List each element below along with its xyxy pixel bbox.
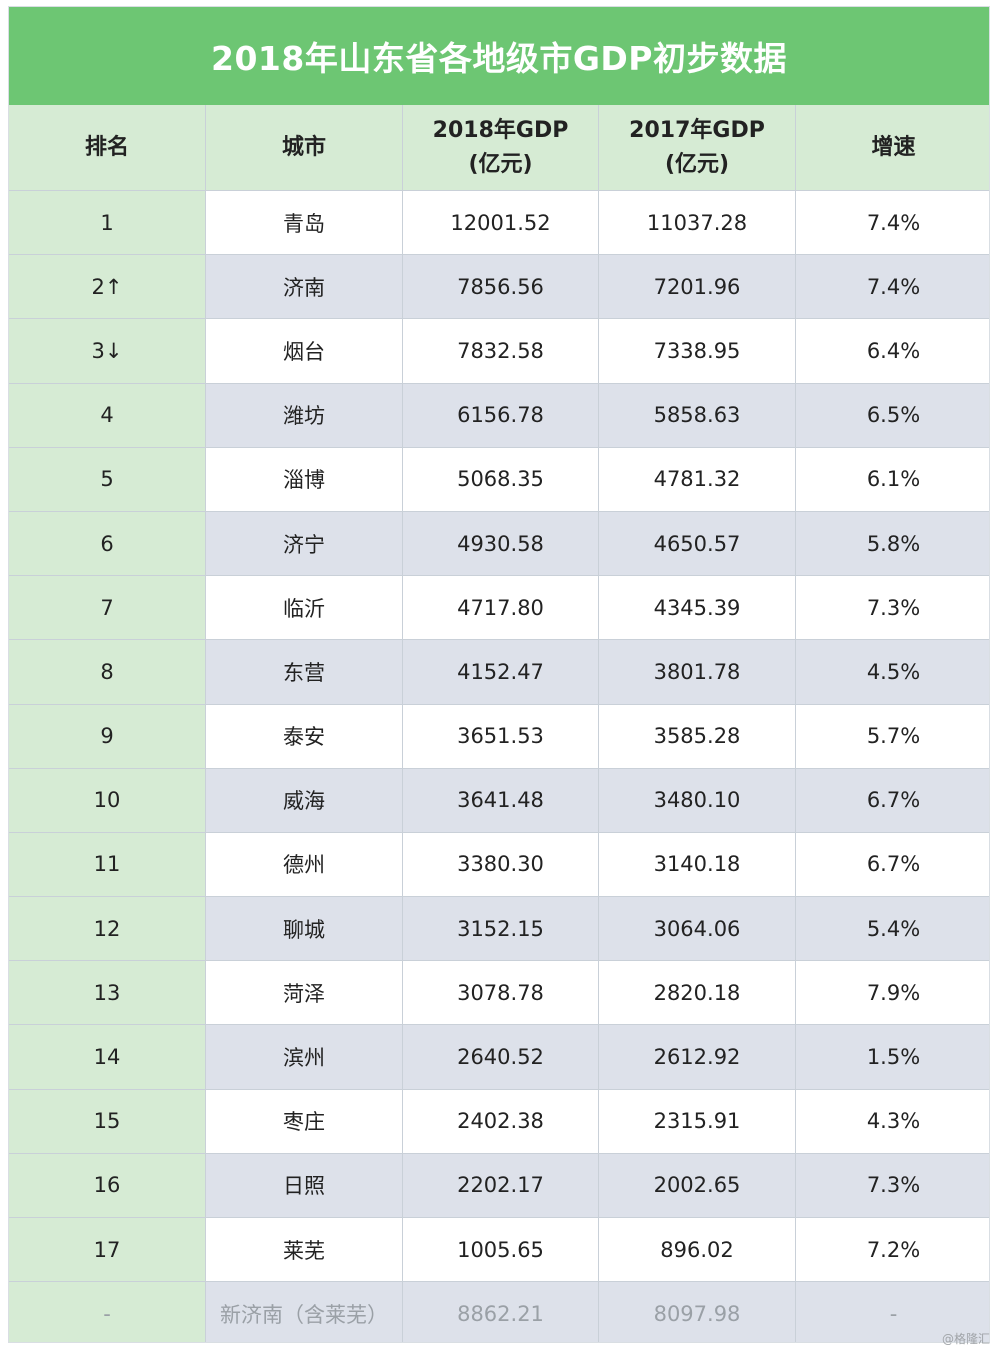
cell-gdp-2017: 11037.28: [599, 191, 796, 256]
cell-gdp-2018: 4717.80: [403, 576, 599, 641]
cell-growth: 7.4%: [796, 255, 989, 320]
header-growth: 增速: [796, 105, 989, 191]
footer-cell-gdp-2018: 8862.21: [403, 1282, 599, 1342]
cell-city: 泰安: [206, 704, 403, 769]
cell-gdp-2017: 3064.06: [599, 897, 796, 962]
cell-gdp-2018: 2640.52: [403, 1025, 599, 1090]
cell-growth: 6.4%: [796, 319, 989, 384]
cell-city: 德州: [206, 832, 403, 898]
cell-growth: 7.2%: [796, 1218, 989, 1283]
cell-gdp-2018: 7856.56: [403, 255, 599, 320]
cell-gdp-2018: 1005.65: [403, 1218, 599, 1283]
cell-rank: 4: [9, 383, 206, 448]
cell-city: 济南: [206, 255, 403, 320]
cell-gdp-2018: 3152.15: [403, 897, 599, 962]
cell-rank: 7: [9, 576, 206, 641]
table-frame: 2018年山东省各地级市GDP初步数据 排名 城市 2018年GDP (亿元) 201…: [8, 6, 990, 1343]
cell-rank: 13: [9, 961, 206, 1026]
cell-growth: 6.5%: [796, 383, 989, 448]
cell-growth: 7.3%: [796, 1153, 989, 1218]
cell-city: 聊城: [206, 897, 403, 962]
cell-gdp-2017: 4781.32: [599, 447, 796, 512]
cell-growth: 5.7%: [796, 704, 989, 769]
cell-rank: 6: [9, 511, 206, 577]
cell-city: 烟台: [206, 319, 403, 384]
cell-gdp-2017: 4345.39: [599, 576, 796, 641]
cell-rank: 10: [9, 768, 206, 833]
cell-growth: 1.5%: [796, 1025, 989, 1090]
cell-growth: 7.3%: [796, 576, 989, 641]
cell-city: 济宁: [206, 511, 403, 577]
cell-city: 青岛: [206, 191, 403, 256]
cell-city: 枣庄: [206, 1089, 403, 1154]
cell-rank: 2↑: [9, 255, 206, 320]
cell-rank: 3↓: [9, 319, 206, 384]
cell-rank: 16: [9, 1153, 206, 1218]
cell-gdp-2017: 4650.57: [599, 511, 796, 577]
cell-rank: 12: [9, 897, 206, 962]
cell-growth: 4.3%: [796, 1089, 989, 1154]
cell-city: 潍坊: [206, 383, 403, 448]
cell-city: 滨州: [206, 1025, 403, 1090]
cell-gdp-2018: 3641.48: [403, 768, 599, 833]
cell-growth: 7.4%: [796, 191, 989, 256]
gdp-table: 排名 城市 2018年GDP (亿元) 2017年GDP (亿元) 增速 1 青岛 12001…: [9, 105, 989, 1342]
cell-gdp-2017: 2612.92: [599, 1025, 796, 1090]
footer-cell-rank: -: [9, 1282, 206, 1342]
cell-gdp-2017: 7201.96: [599, 255, 796, 320]
footer-cell-city: 新济南（含莱芜）: [206, 1282, 403, 1342]
watermark: @格隆汇: [941, 1332, 990, 1346]
cell-city: 淄博: [206, 447, 403, 512]
cell-gdp-2017: 2002.65: [599, 1153, 796, 1218]
cell-city: 菏泽: [206, 961, 403, 1026]
table-title: 2018年山东省各地级市GDP初步数据: [9, 7, 989, 105]
footer-cell-growth: -: [796, 1282, 989, 1342]
cell-gdp-2017: 2820.18: [599, 961, 796, 1026]
cell-rank: 14: [9, 1025, 206, 1090]
cell-gdp-2017: 2315.91: [599, 1089, 796, 1154]
cell-city: 日照: [206, 1153, 403, 1218]
cell-gdp-2017: 3585.28: [599, 704, 796, 769]
cell-gdp-2017: 3140.18: [599, 832, 796, 898]
cell-growth: 7.9%: [796, 961, 989, 1026]
cell-gdp-2017: 7338.95: [599, 319, 796, 384]
cell-gdp-2018: 5068.35: [403, 447, 599, 512]
cell-growth: 6.1%: [796, 447, 989, 512]
cell-gdp-2018: 4152.47: [403, 640, 599, 705]
cell-gdp-2018: 2202.17: [403, 1153, 599, 1218]
cell-rank: 9: [9, 704, 206, 769]
header-gdp-2018: 2018年GDP (亿元): [403, 105, 599, 191]
cell-gdp-2018: 3380.30: [403, 832, 599, 898]
cell-gdp-2017: 3480.10: [599, 768, 796, 833]
cell-gdp-2017: 3801.78: [599, 640, 796, 705]
cell-gdp-2018: 3651.53: [403, 704, 599, 769]
cell-gdp-2018: 12001.52: [403, 191, 599, 256]
cell-rank: 11: [9, 832, 206, 898]
cell-growth: 6.7%: [796, 768, 989, 833]
cell-rank: 15: [9, 1089, 206, 1154]
cell-growth: 4.5%: [796, 640, 989, 705]
cell-gdp-2018: 2402.38: [403, 1089, 599, 1154]
cell-city: 东营: [206, 640, 403, 705]
cell-growth: 5.4%: [796, 897, 989, 962]
cell-rank: 1: [9, 191, 206, 256]
cell-growth: 5.8%: [796, 511, 989, 577]
cell-rank: 17: [9, 1218, 206, 1283]
header-rank: 排名: [9, 105, 206, 191]
cell-gdp-2017: 896.02: [599, 1218, 796, 1283]
cell-gdp-2018: 3078.78: [403, 961, 599, 1026]
cell-gdp-2018: 7832.58: [403, 319, 599, 384]
cell-rank: 5: [9, 447, 206, 512]
footer-cell-gdp-2017: 8097.98: [599, 1282, 796, 1342]
header-gdp-2017: 2017年GDP (亿元): [599, 105, 796, 191]
cell-city: 临沂: [206, 576, 403, 641]
header-city: 城市: [206, 105, 403, 191]
cell-growth: 6.7%: [796, 832, 989, 898]
cell-city: 莱芜: [206, 1218, 403, 1283]
cell-rank: 8: [9, 640, 206, 705]
cell-gdp-2018: 6156.78: [403, 383, 599, 448]
cell-gdp-2017: 5858.63: [599, 383, 796, 448]
cell-gdp-2018: 4930.58: [403, 511, 599, 577]
cell-city: 威海: [206, 768, 403, 833]
